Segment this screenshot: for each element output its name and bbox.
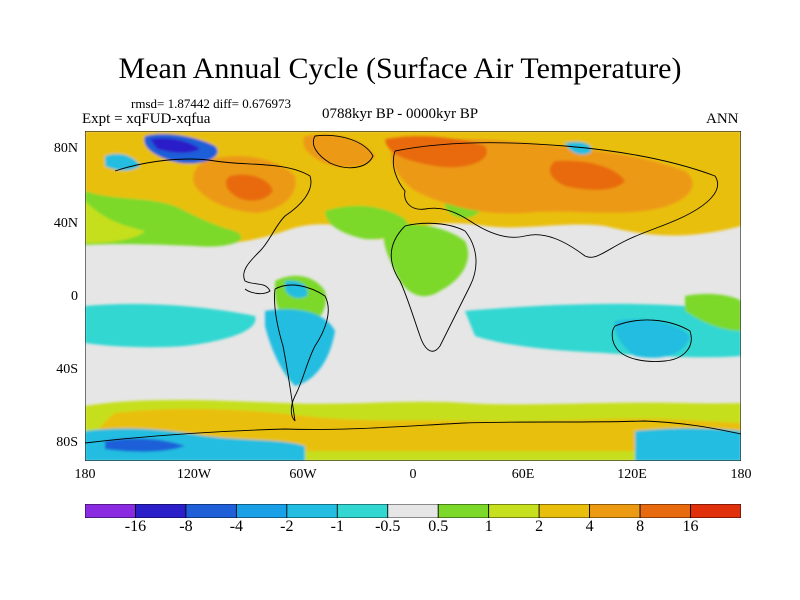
lat-label-80s: 80S (56, 435, 78, 450)
lon-label-0: 0 (409, 467, 417, 482)
antarctic-cold-west (105, 438, 185, 452)
colorbar-label-2: -4 (229, 518, 244, 535)
contour-fills (85, 131, 741, 461)
africa-green (383, 224, 469, 297)
north-america-coast (114, 158, 312, 295)
lon-label-60w: 60W (289, 467, 317, 482)
colorbar-box-6 (387, 504, 439, 518)
south-america-coast (274, 284, 329, 422)
colorbar-box-2 (185, 504, 237, 518)
colorbar-label-7: 1 (484, 518, 493, 535)
colorbar-box-9 (538, 504, 591, 518)
w-pacific-green (685, 293, 741, 331)
colorbar-box-0 (85, 504, 136, 518)
colorbar-box-12 (690, 504, 741, 518)
south-america-west-coast (274, 288, 296, 422)
colorbar-label-9: 4 (585, 518, 594, 535)
eurasia-coast (392, 142, 719, 258)
colorbar-label-8: 2 (535, 518, 544, 535)
colorbar-label-0: -16 (124, 518, 147, 535)
lon-label-120w: 120W (176, 467, 212, 482)
page-title: Mean Annual Cycle (Surface Air Temperatu… (118, 52, 682, 85)
colorbar-label-10: 8 (636, 518, 645, 535)
colorbar-label-1: -8 (179, 518, 193, 535)
colorbar-box-7 (437, 504, 490, 518)
alaska-coldest-patch (150, 138, 200, 153)
coastlines (85, 134, 741, 444)
colorbar-label-5: -0.5 (375, 518, 401, 535)
africa-coast (390, 222, 477, 352)
experiment-label: Expt = xqFUD-xqfua (82, 111, 211, 127)
colorbar-label-3: -2 (280, 518, 294, 535)
colorbar-label-11: 16 (682, 518, 699, 535)
colorbar-box-1 (135, 504, 187, 518)
lat-label-40n: 40N (53, 216, 78, 231)
lat-label-80n: 80N (53, 141, 78, 156)
colorbar-label-6: 0.5 (428, 518, 449, 535)
colorbar-box-11 (639, 504, 691, 518)
s-atlantic-cool-patch (265, 309, 335, 386)
lon-label-60e: 60E (511, 467, 535, 482)
colorbar-box-5 (336, 504, 389, 518)
temperature-map (85, 131, 741, 461)
colorbar-box-8 (488, 504, 540, 518)
australia-cool-patch (614, 319, 690, 358)
colorbar-box-10 (589, 504, 641, 518)
greenland-orange (303, 134, 375, 168)
colorbar (85, 504, 741, 518)
stats-text: rmsd= 1.87442 diff= 0.676973 (131, 96, 291, 111)
antarctic-cool-west (85, 428, 305, 461)
antarctica-coast (85, 420, 741, 444)
colorbar-box-3 (235, 504, 288, 518)
n-pacific-yellow (85, 201, 145, 243)
s-pacific-cool-band (85, 304, 256, 348)
greenland-coast (312, 134, 374, 169)
lon-label-180e: 180 (730, 467, 752, 482)
colorbar-box-4 (286, 504, 338, 518)
antarctic-warm-patch (385, 433, 485, 448)
lat-label-40s: 40S (56, 362, 78, 377)
arctic-cool-patch (565, 141, 592, 155)
australia-coast (611, 319, 692, 362)
antarctic-cool-east (635, 428, 741, 461)
colorbar-label-4: -1 (330, 518, 344, 535)
season-label: ANN (706, 111, 739, 127)
lon-label-120e: 120E (617, 467, 647, 482)
period-label: 0788kyr BP - 0000kyr BP (322, 106, 479, 122)
lon-label-180w: 180 (74, 467, 96, 482)
central-asia-hot-patch (549, 160, 625, 190)
lat-label-eq: 0 (71, 289, 78, 304)
canada-hot-patch (225, 174, 273, 201)
